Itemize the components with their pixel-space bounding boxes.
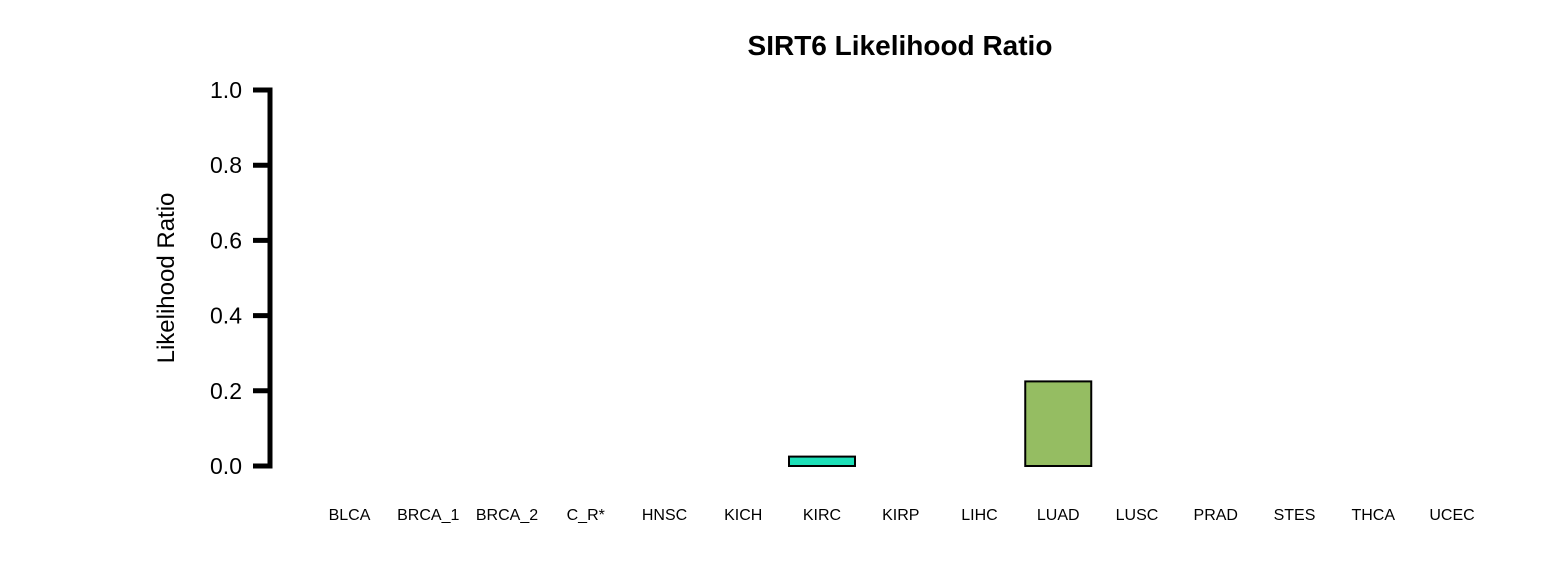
x-tick-label: UCEC [1429,507,1474,524]
y-tick-label: 0.2 [210,378,242,404]
x-tick-label: LUAD [1037,507,1080,524]
y-tick-label: 0.6 [210,227,242,253]
y-tick-label: 0.0 [210,453,242,479]
bar-kirc [788,455,856,468]
x-tick-label: C_R* [567,507,605,524]
x-tick-label: HNSC [642,507,687,524]
x-tick-label: KICH [724,507,762,524]
x-tick-label: STES [1274,507,1316,524]
x-tick-label: LIHC [961,507,997,524]
y-tick-label: 1.0 [210,77,242,103]
x-tick-label: BRCA_2 [476,507,538,524]
x-tick-label: BLCA [329,507,371,524]
x-axis-labels: BLCA BRCA_1 BRCA_2 C_R* HNSC KICH KIRC KIRP LIHC… [329,507,1475,524]
bars-group [788,380,1093,468]
x-tick-label: LUSC [1116,507,1159,524]
x-tick-label: THCA [1351,507,1395,524]
bar-luad [1024,380,1093,467]
x-tick-label: PRAD [1194,507,1238,524]
x-tick-label: KIRP [882,507,919,524]
y-tick-label: 0.4 [210,303,242,329]
chart-title: SIRT6 Likelihood Ratio [748,30,1053,61]
y-axis: 0.0 0.2 0.4 0.6 0.8 1.0 [210,77,273,479]
x-tick-label: BRCA_1 [397,507,459,524]
y-axis-label: Likelihood Ratio [153,193,180,364]
y-tick-label: 0.8 [210,152,242,178]
x-tick-label: KIRC [803,507,841,524]
